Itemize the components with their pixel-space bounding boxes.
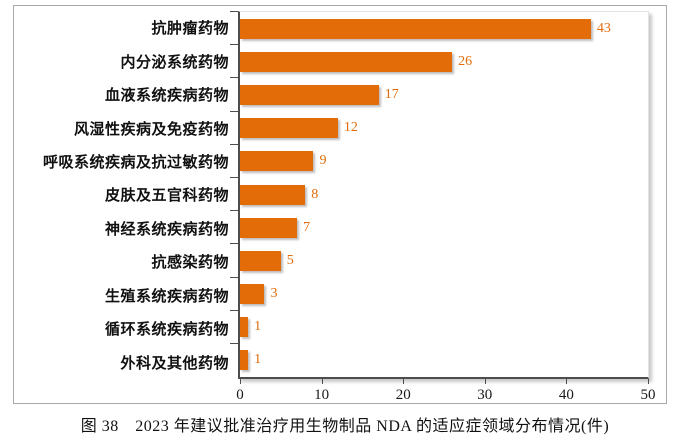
bar-row: 5 xyxy=(230,243,648,277)
category-label: 抗感染药物 xyxy=(151,255,229,272)
x-axis-tick-label: 20 xyxy=(395,387,411,403)
bar-row: 17 xyxy=(230,77,648,111)
bar xyxy=(240,350,249,371)
bar-row: 3 xyxy=(230,276,648,311)
bar xyxy=(240,284,265,305)
bar-row: 1 xyxy=(230,342,648,377)
x-axis-tick-label: 30 xyxy=(477,387,493,403)
bar-row: 12 xyxy=(230,110,648,145)
bar xyxy=(240,217,298,238)
category-label: 血液系统疾病药物 xyxy=(104,88,229,105)
category-label: 生殖系统疾病药物 xyxy=(104,288,229,305)
value-label: 8 xyxy=(311,186,319,202)
value-label: 1 xyxy=(254,352,262,368)
bar xyxy=(240,84,379,105)
value-label: 1 xyxy=(254,319,262,335)
value-label: 12 xyxy=(343,120,358,136)
bar-row: 26 xyxy=(230,44,648,78)
value-label: 43 xyxy=(596,20,611,36)
bar xyxy=(240,151,314,172)
plot-area: 抗肿瘤药物内分泌系统药物血液系统疾病药物风湿性疾病及免疫药物呼吸系统疾病及抗过敏… xyxy=(14,10,666,403)
x-axis-tick xyxy=(484,379,486,384)
bar xyxy=(240,317,249,338)
value-label: 3 xyxy=(270,286,278,302)
bar-row: 8 xyxy=(230,176,648,211)
bar-row: 7 xyxy=(230,210,648,244)
bar xyxy=(240,250,281,271)
x-axis-tick xyxy=(648,379,649,384)
x-axis-tick xyxy=(566,379,568,384)
bar xyxy=(240,118,338,139)
x-axis-tick xyxy=(240,379,241,384)
category-label: 抗肿瘤药物 xyxy=(151,21,229,38)
x-axis-tick xyxy=(321,379,323,384)
x-axis-tick-label: 40 xyxy=(558,387,574,403)
value-label: 5 xyxy=(286,252,294,268)
category-label: 皮肤及五官科药物 xyxy=(104,188,229,205)
bar xyxy=(240,51,453,72)
category-label: 内分泌系统药物 xyxy=(120,54,229,71)
category-label: 循环系统疾病药物 xyxy=(104,322,229,339)
bar xyxy=(240,184,306,205)
plot-track: 43 26 17 12 9 8 7 5 3 1 1 0 10 20 30 40 50 xyxy=(230,10,656,403)
value-label: 7 xyxy=(303,219,311,235)
bar-row: 43 xyxy=(230,10,648,45)
category-label: 呼吸系统疾病及抗过敏药物 xyxy=(42,155,229,172)
bar-chart: 抗肿瘤药物内分泌系统药物血液系统疾病药物风湿性疾病及免疫药物呼吸系统疾病及抗过敏… xyxy=(13,5,667,404)
x-axis-tick-label: 50 xyxy=(640,387,656,403)
category-label: 神经系统疾病药物 xyxy=(104,221,229,238)
category-axis-labels: 抗肿瘤药物内分泌系统药物血液系统疾病药物风湿性疾病及免疫药物呼吸系统疾病及抗过敏… xyxy=(14,11,238,379)
value-label: 26 xyxy=(458,53,473,69)
figure-caption: 图 38 2023 年建议批准治疗用生物制品 NDA 的适应症领域分布情况(件) xyxy=(80,418,610,435)
x-axis-tick-label: 10 xyxy=(314,387,330,403)
x-axis-tick xyxy=(403,379,405,384)
x-axis-tick-label: 0 xyxy=(236,387,244,403)
bar xyxy=(240,18,591,39)
value-label: 17 xyxy=(384,86,399,102)
category-label: 风湿性疾病及免疫药物 xyxy=(73,121,229,138)
value-label: 9 xyxy=(319,153,327,169)
bar-row: 9 xyxy=(230,143,648,178)
bar-row: 1 xyxy=(230,309,648,344)
category-label: 外科及其他药物 xyxy=(120,355,229,372)
